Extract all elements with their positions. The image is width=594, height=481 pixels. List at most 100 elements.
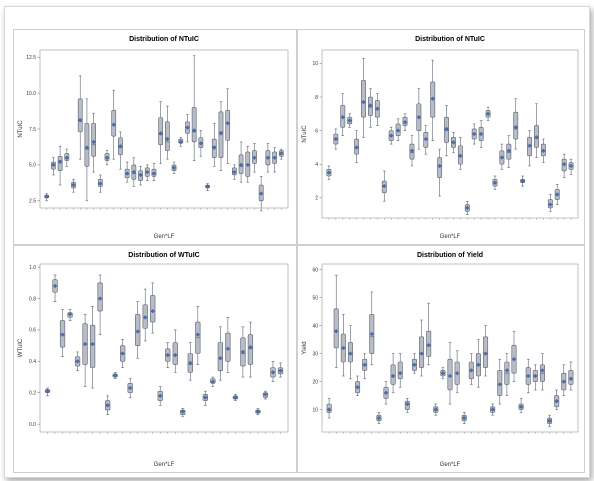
mean-marker (465, 205, 470, 211)
mean-marker (165, 352, 170, 358)
y-tick-label: 6 (315, 128, 318, 134)
mean-marker (490, 407, 495, 412)
y-tick-label: 10.0 (26, 91, 36, 97)
mean-marker (476, 362, 481, 367)
x-axis-label: Gen*LF (154, 234, 175, 240)
mean-marker (347, 118, 352, 123)
y-tick-label: 0.2 (29, 391, 36, 397)
mean-marker (60, 332, 65, 337)
mean-marker (259, 191, 264, 196)
mean-marker (462, 415, 467, 421)
mean-marker (82, 341, 88, 347)
y-tick-label: 12.5 (26, 55, 36, 61)
mean-marker (205, 184, 210, 189)
mean-marker (561, 162, 567, 167)
mean-marker (326, 170, 332, 175)
y-tick-label: 8 (315, 95, 318, 101)
mean-marker (191, 128, 197, 133)
mean-marker (383, 390, 389, 395)
mean-marker (150, 308, 155, 314)
mean-marker (541, 148, 546, 153)
y-tick-label: 0.0 (29, 422, 36, 428)
mean-marker (437, 163, 442, 169)
mean-marker (84, 145, 90, 150)
mean-marker (158, 131, 163, 136)
mean-marker (255, 409, 261, 414)
mean-marker (555, 192, 560, 197)
mean-marker (131, 169, 137, 175)
mean-marker (533, 373, 538, 379)
mean-marker (469, 368, 474, 373)
y-tick-label: 0.8 (29, 296, 36, 302)
mean-marker (173, 352, 178, 358)
mean-marker (120, 351, 125, 356)
mean-marker (218, 131, 224, 136)
box (191, 107, 197, 143)
mean-marker (340, 115, 345, 120)
y-tick-label: 10 (312, 407, 318, 413)
mean-marker (248, 345, 253, 350)
mean-marker (341, 345, 346, 351)
mean-marker (178, 139, 183, 145)
mean-marker (540, 368, 545, 373)
mean-marker (554, 399, 559, 404)
chart-svg-4: Distribution of Yield 10 20 30 40 50 60 Yield Ge… (302, 252, 579, 468)
mean-marker (518, 404, 524, 409)
mean-marker (263, 392, 268, 397)
mean-marker (127, 385, 133, 391)
box (361, 79, 366, 118)
mean-marker (98, 181, 103, 186)
mean-marker (278, 368, 283, 373)
mean-marker (279, 151, 284, 156)
y-tick-label: 50 (312, 295, 318, 301)
y-tick-label: 2 (315, 196, 318, 202)
mean-marker (210, 379, 216, 384)
mean-marker (245, 162, 250, 168)
mean-marker (71, 182, 76, 188)
mean-marker (180, 409, 185, 414)
y-tick-label: 1.0 (29, 265, 36, 271)
mean-marker (451, 140, 456, 145)
figure-frame: Distribution of NTuIC 2.5 5.0 7.5 10.0 12.5 NT… (4, 6, 590, 478)
mean-marker (369, 331, 374, 337)
mean-marker (333, 136, 339, 142)
mean-marker (433, 407, 438, 412)
mean-marker (124, 171, 130, 176)
x-axis-label: Gen*LF (440, 462, 461, 468)
mean-marker (568, 376, 574, 381)
plot-area (39, 49, 289, 209)
mean-marker (520, 178, 525, 184)
box (77, 98, 83, 133)
mean-marker (270, 370, 276, 375)
mean-marker (171, 165, 177, 170)
mean-marker (198, 141, 204, 146)
mean-marker (44, 194, 49, 199)
mean-marker (118, 144, 123, 149)
mean-marker (405, 401, 410, 407)
x-axis-label: Gen*LF (154, 462, 175, 468)
mean-marker (158, 393, 163, 399)
mean-marker (506, 148, 511, 153)
mean-marker (390, 373, 396, 379)
mean-marker (504, 368, 510, 373)
mean-marker (412, 362, 417, 367)
mean-marker (203, 395, 208, 400)
mean-marker (368, 103, 373, 108)
plot-area (321, 49, 579, 219)
y-tick-label: 4 (315, 162, 318, 168)
chart-svg-3: Distribution of WTuIC 0.0 0.2 0.4 0.6 0.8 1.0 W… (18, 252, 289, 468)
mean-marker (252, 155, 257, 160)
box (333, 308, 339, 349)
mean-marker (534, 135, 539, 140)
mean-marker (389, 133, 394, 138)
y-axis-label: NTuIC (18, 120, 24, 138)
mean-marker (409, 148, 415, 153)
mean-marker (430, 96, 435, 101)
chart-svg-1: Distribution of NTuIC 2.5 5.0 7.5 10.0 12.5 NT… (18, 36, 289, 240)
mean-marker (165, 136, 170, 142)
mean-marker (185, 125, 190, 130)
mean-marker (478, 131, 484, 137)
mean-marker (375, 106, 380, 111)
mean-marker (497, 382, 502, 387)
mean-marker (402, 120, 408, 125)
